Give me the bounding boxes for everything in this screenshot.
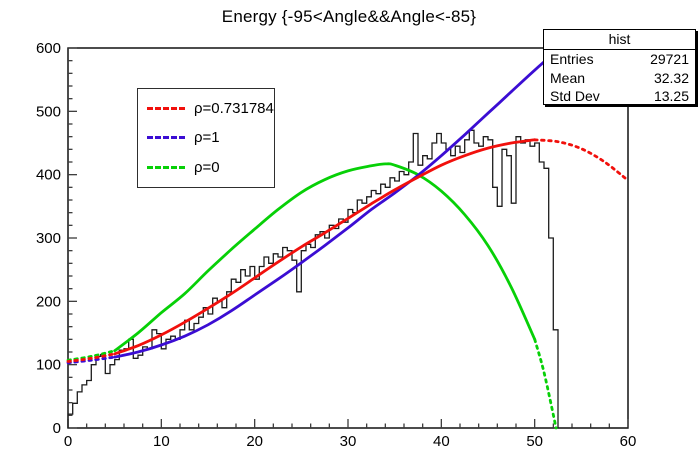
y-tick-label: 600 <box>36 40 61 57</box>
fit-curve-rho-0731784 <box>113 138 537 356</box>
y-tick-label: 500 <box>36 103 61 120</box>
legend-item: ρ=1 <box>138 129 274 146</box>
stats-rows: Entries 29721 Mean 32.32 Std Dev 13.25 <box>544 50 695 106</box>
legend-dashed-line-sample <box>147 107 185 111</box>
y-tick-label: 300 <box>36 230 61 247</box>
legend-dashed-line-sample <box>147 165 185 169</box>
legend-item: ρ=0.731784 <box>138 100 274 117</box>
y-tick-label: 0 <box>53 420 61 437</box>
fit-curve-rho-1 <box>113 60 546 359</box>
stats-row-value: 32.32 <box>653 69 689 86</box>
fit-curve-rho-0 <box>533 337 558 430</box>
legend-label: ρ=0.731784 <box>194 100 274 118</box>
y-tick-label: 100 <box>36 357 61 374</box>
stats-row: Mean 32.32 <box>544 69 695 88</box>
stats-row-value: 13.25 <box>653 88 689 104</box>
x-tick-label: 0 <box>64 433 72 450</box>
legend-label: ρ=1 <box>194 129 220 147</box>
fit-curve-rho-0731784 <box>533 138 630 182</box>
fit-curve-rho-0 <box>113 162 537 353</box>
legend-item: ρ=0 <box>138 159 274 176</box>
stats-row-label: Mean <box>550 69 586 86</box>
stats-row-label: Std Dev <box>550 88 600 104</box>
stats-row-label: Entries <box>550 51 594 67</box>
stats-box: hist Entries 29721 Mean 32.32 Std Dev 13.25 <box>543 29 696 105</box>
stats-row-value: 29721 <box>650 51 689 67</box>
y-tick-label: 200 <box>36 293 61 310</box>
y-tick-label: 400 <box>36 167 61 184</box>
x-tick-label: 50 <box>526 433 543 450</box>
x-tick-label: 30 <box>340 433 357 450</box>
x-tick-label: 10 <box>153 433 170 450</box>
stats-title: hist <box>544 30 695 50</box>
legend-label: ρ=0 <box>194 158 220 176</box>
x-tick-label: 20 <box>246 433 263 450</box>
stats-row: Entries 29721 <box>544 50 695 69</box>
fit-curve-rho-0731784 <box>66 352 117 363</box>
legend-dashed-line-sample <box>147 136 185 140</box>
fit-curve-rho-0 <box>66 349 117 362</box>
plot-title: Energy {-95<Angle&&Angle<-85} <box>221 7 477 26</box>
axis-ticks <box>67 47 629 429</box>
stats-row: Std Dev 13.25 <box>544 87 695 106</box>
x-tick-label: 40 <box>433 433 450 450</box>
x-tick-label: 60 <box>620 433 637 450</box>
legend-box: ρ=0.731784 ρ=1 ρ=0 <box>137 88 275 188</box>
fit-curve-rho-1 <box>66 355 117 365</box>
